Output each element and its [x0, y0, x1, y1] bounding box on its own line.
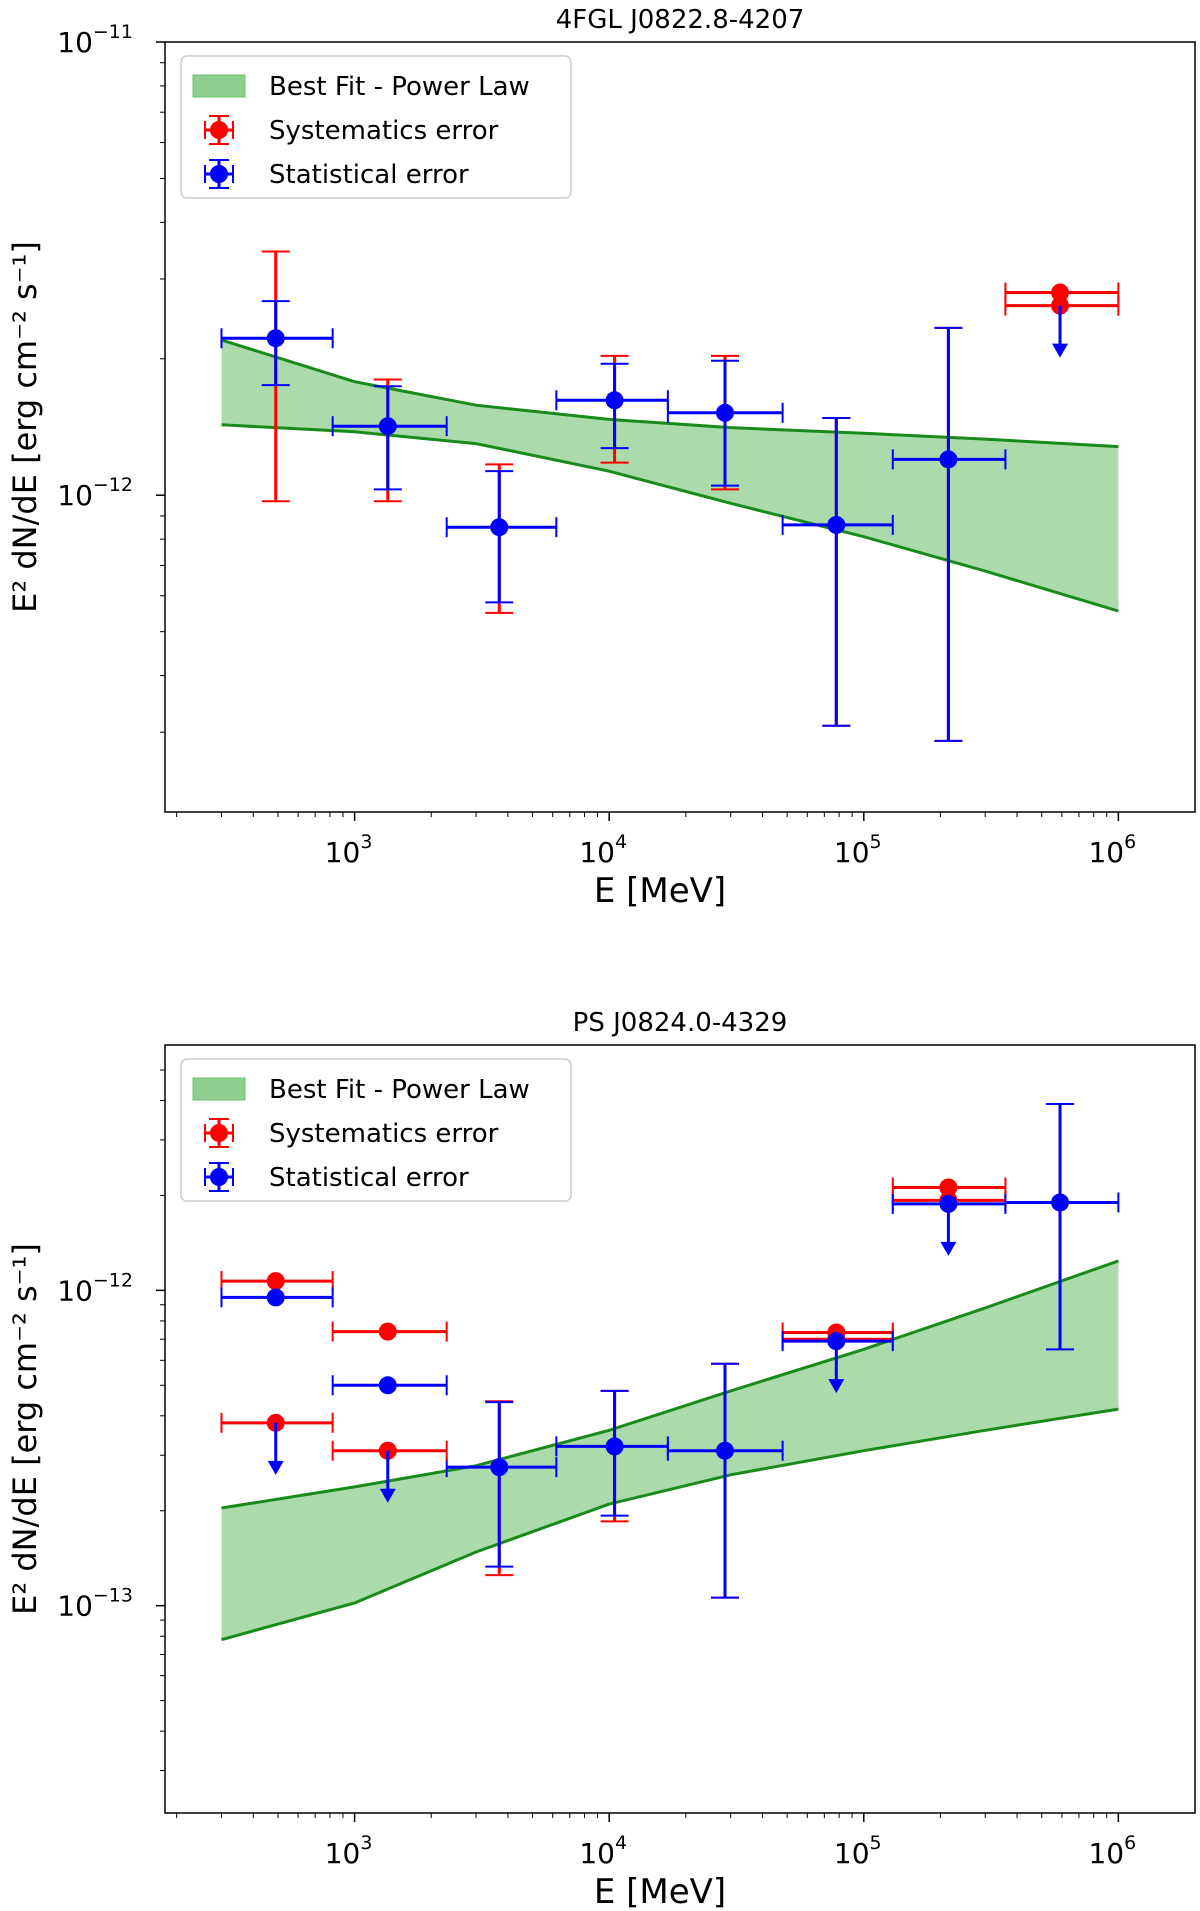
legend-band-swatch — [192, 1077, 246, 1101]
x-tick-label-exponent: 5 — [870, 831, 882, 853]
y-tick-label: 10−11 — [57, 21, 133, 59]
x-tick-label-base: 10 — [325, 1837, 361, 1870]
legend-label: Best Fit - Power Law — [269, 72, 530, 102]
x-tick-label-base: 10 — [579, 1837, 615, 1870]
legend-label: Statistical error — [269, 1163, 469, 1193]
upper-limit-1-stat-0-marker — [378, 1376, 397, 1395]
upper-limit-0-sys-1-marker — [266, 1272, 285, 1291]
upper-limit-0-stat-0-marker — [266, 1288, 285, 1307]
x-tick-label-exponent: 6 — [1124, 1832, 1136, 1854]
upper-limit-2-arrow-head — [828, 1379, 845, 1394]
legend-label: Statistical error — [269, 160, 469, 190]
legend-box — [180, 1058, 572, 1202]
axes-frame — [164, 41, 1196, 813]
legend-marker — [210, 1168, 228, 1186]
x-tick-label: 106 — [1088, 831, 1136, 869]
x-tick-label-exponent: 4 — [615, 831, 627, 853]
x-axis-label: E [MeV] — [594, 871, 726, 911]
y-axis-label: E² dN/dE [erg cm⁻² s⁻¹] — [6, 241, 44, 613]
legend-band-swatch — [192, 74, 246, 98]
x-tick-label: 104 — [579, 831, 627, 869]
x-tick-label-base: 10 — [325, 836, 361, 869]
legend: Best Fit - Power Law Systematics error Sta… — [180, 55, 572, 199]
x-tick-label: 106 — [1088, 1832, 1136, 1870]
x-tick-label-base: 10 — [1088, 836, 1124, 869]
legend-box — [180, 55, 572, 199]
legend: Best Fit - Power Law Systematics error Sta… — [180, 1058, 572, 1202]
x-tick-label-exponent: 6 — [1124, 831, 1136, 853]
y-tick-label-exponent: −12 — [93, 1269, 133, 1291]
x-tick-label: 104 — [579, 1832, 627, 1870]
fit-band-upper-line — [221, 1259, 1119, 1510]
y-tick-label-base: 10 — [57, 1274, 93, 1307]
x-tick-label: 103 — [325, 831, 373, 869]
legend-label: Best Fit - Power Law — [269, 1075, 530, 1105]
upper-limit-0-arrow-head — [1052, 343, 1069, 358]
upper-limit-1-arrow-head — [379, 1488, 396, 1503]
data-point-4-marker — [715, 403, 734, 422]
data-point-5-marker — [827, 515, 846, 534]
x-tick-label-exponent: 5 — [870, 1832, 882, 1854]
fit-band-fill — [221, 340, 1119, 612]
y-tick-label-exponent: −13 — [93, 1585, 133, 1607]
x-axis-label: E [MeV] — [594, 1872, 726, 1911]
y-axis-label: E² dN/dE [erg cm⁻² s⁻¹] — [6, 1243, 44, 1615]
legend-marker — [210, 165, 228, 183]
chart-title: PS J0824.0-4329 — [573, 1008, 788, 1038]
data-point-1-marker — [605, 1437, 624, 1456]
data-point-6-marker — [939, 450, 958, 469]
data-point-0-marker — [490, 1458, 509, 1477]
x-tick-label-base: 10 — [834, 1837, 870, 1870]
x-tick-label-base: 10 — [834, 836, 870, 869]
fit-band-lower-line — [221, 423, 1119, 613]
y-tick-label-base: 10 — [57, 1590, 93, 1623]
data-point-1-marker — [378, 417, 397, 436]
data-point-0-marker — [266, 329, 285, 348]
x-tick-label: 105 — [834, 831, 882, 869]
axes-frame — [164, 1044, 1196, 1814]
x-tick-label: 105 — [834, 1832, 882, 1870]
upper-limit-3-sys-1-marker — [939, 1178, 958, 1197]
y-tick-label: 10−12 — [57, 474, 133, 512]
y-tick-label-base: 10 — [57, 479, 93, 512]
upper-limit-3-arrow-head — [940, 1241, 957, 1256]
data-point-3-marker — [605, 391, 624, 410]
x-tick-label-base: 10 — [1088, 1837, 1124, 1870]
upper-limit-0-arrow-head — [267, 1460, 284, 1475]
upper-limit-0-sys-1-marker — [1051, 283, 1070, 302]
legend-marker — [210, 121, 228, 139]
data-point-2-marker — [490, 518, 509, 537]
y-tick-label-exponent: −11 — [93, 21, 133, 43]
x-tick-label-exponent: 3 — [360, 831, 372, 853]
x-tick-label-exponent: 4 — [615, 1832, 627, 1854]
data-point-3-marker — [1051, 1193, 1070, 1212]
y-tick-label: 10−13 — [57, 1585, 133, 1623]
legend-label: Systematics error — [269, 116, 499, 146]
x-tick-label-exponent: 3 — [360, 1832, 372, 1854]
x-tick-label-base: 10 — [579, 836, 615, 869]
data-point-2-marker — [715, 1441, 734, 1460]
y-tick-label-exponent: −12 — [93, 474, 133, 496]
chart-title: 4FGL J0822.8-4207 — [556, 5, 805, 35]
legend-marker — [210, 1124, 228, 1142]
fit-band-lower-line — [221, 1407, 1119, 1642]
upper-limit-1-sys-1-marker — [378, 1322, 397, 1341]
legend-label: Systematics error — [269, 1119, 499, 1149]
y-tick-label: 10−12 — [57, 1269, 133, 1307]
x-tick-label: 103 — [325, 1832, 373, 1870]
y-tick-label-base: 10 — [57, 26, 93, 59]
